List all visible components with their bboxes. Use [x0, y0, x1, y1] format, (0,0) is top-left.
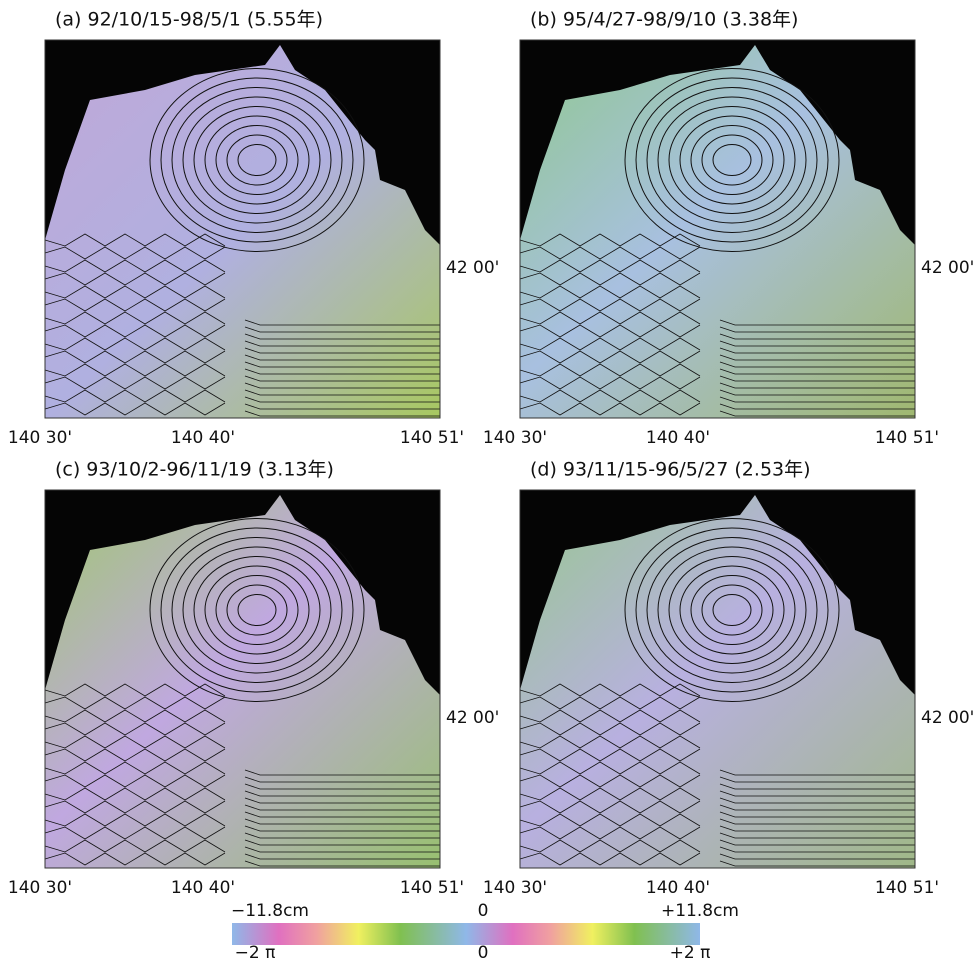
x-tick-label: 140 51': [400, 878, 464, 898]
x-tick-label: 140 40': [646, 878, 710, 898]
map-panel: [45, 490, 440, 868]
colorbar-label: 0: [478, 943, 489, 963]
x-tick-label: 140 40': [646, 428, 710, 448]
x-tick-label: 140 51': [400, 428, 464, 448]
panel-title: (d) 93/11/15-96/5/27 (2.53年): [530, 459, 811, 481]
colorbar-label: −11.8cm: [231, 901, 309, 921]
colorbar-label: 0: [478, 901, 489, 921]
map-panel: [520, 40, 915, 418]
panel-title: (c) 93/10/2-96/11/19 (3.13年): [55, 459, 334, 481]
x-tick-label: 140 30': [8, 428, 72, 448]
y-tick-label: 42 00': [446, 708, 499, 728]
x-tick-label: 140 40': [171, 428, 235, 448]
x-tick-label: 140 30': [8, 878, 72, 898]
x-tick-label: 140 51': [875, 428, 939, 448]
panel-title: (a) 92/10/15-98/5/1 (5.55年): [55, 9, 323, 31]
x-tick-label: 140 30': [483, 428, 547, 448]
colorbar-label: +11.8cm: [661, 901, 739, 921]
y-tick-label: 42 00': [446, 258, 499, 278]
y-tick-label: 42 00': [921, 258, 974, 278]
colorbar: [232, 923, 700, 945]
figure: −11.8cm 0 +11.8cm −2 π 0 +2 π (a) 92/10/…: [0, 0, 974, 967]
x-tick-label: 140 51': [875, 878, 939, 898]
x-tick-label: 140 30': [483, 878, 547, 898]
x-tick-label: 140 40': [171, 878, 235, 898]
colorbar-label: −2 π: [235, 943, 276, 963]
map-panel: [45, 40, 440, 418]
panel-title: (b) 95/4/27-98/9/10 (3.38年): [530, 9, 798, 31]
y-tick-label: 42 00': [921, 708, 974, 728]
map-panel: [520, 490, 915, 868]
colorbar-label: +2 π: [670, 943, 711, 963]
